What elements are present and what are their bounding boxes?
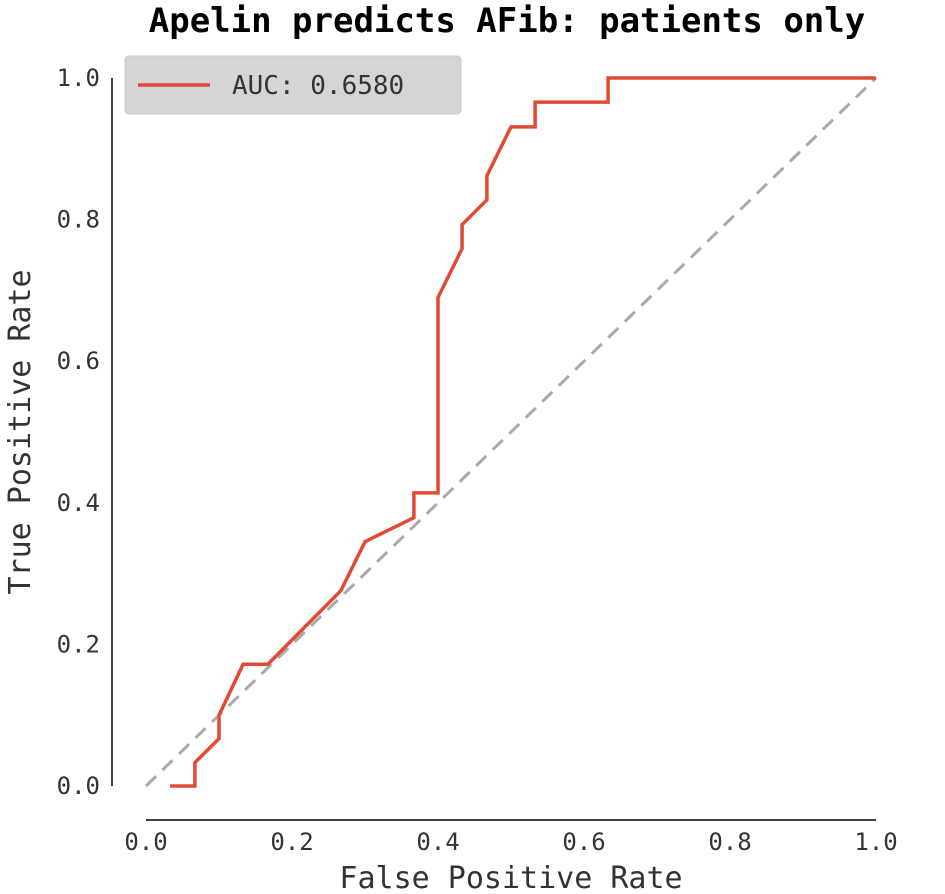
- x-tick-labels: 0.0 0.2 0.4 0.6 0.8 1.0: [124, 828, 897, 856]
- y-axis-label: True Positive Rate: [3, 269, 38, 594]
- legend: AUC: 0.6580: [124, 55, 462, 115]
- x-tick-label: 1.0: [854, 828, 897, 856]
- legend-label: AUC: 0.6580: [232, 71, 404, 101]
- plot-area: [144, 76, 878, 788]
- roc-curve-line: [170, 76, 876, 788]
- chance-diagonal-line: [144, 76, 878, 788]
- y-tick-labels: 0.0 0.2 0.4 0.6 0.8 1.0: [57, 64, 100, 800]
- x-axis-label: False Positive Rate: [339, 861, 682, 894]
- y-tick-label: 1.0: [57, 64, 100, 92]
- chart-title: Apelin predicts AFib: patients only: [149, 1, 865, 41]
- x-tick-label: 0.0: [124, 828, 167, 856]
- y-tick-label: 0.8: [57, 206, 100, 234]
- x-tick-label: 0.4: [416, 828, 459, 856]
- x-tick-label: 0.2: [270, 828, 313, 856]
- legend-box: [124, 55, 462, 115]
- y-tick-label: 0.4: [57, 489, 100, 517]
- y-tick-label: 0.0: [57, 772, 100, 800]
- x-tick-label: 0.8: [708, 828, 751, 856]
- x-tick-label: 0.6: [562, 828, 605, 856]
- y-tick-label: 0.6: [57, 347, 100, 375]
- y-tick-label: 0.2: [57, 630, 100, 658]
